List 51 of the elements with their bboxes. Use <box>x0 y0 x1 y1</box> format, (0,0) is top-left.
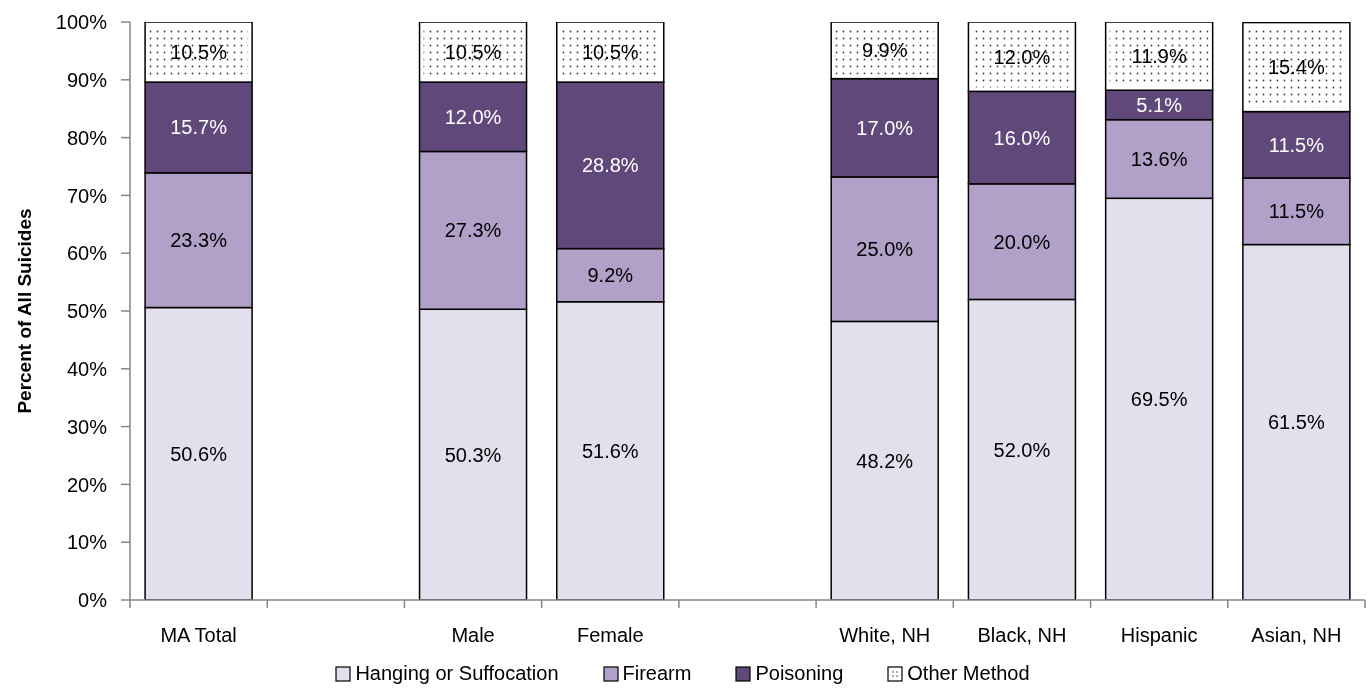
data-label: 17.0% <box>856 116 914 139</box>
data-label: 69.5% <box>1130 388 1188 411</box>
data-label: 15.7% <box>170 116 228 139</box>
data-label: 50.3% <box>444 443 502 466</box>
y-tick-label: 40% <box>66 357 108 380</box>
x-tick-label: White, NH <box>839 624 931 646</box>
legend-label: Firearm <box>622 662 692 685</box>
y-tick-label: 100% <box>55 11 108 34</box>
data-label: 12.0% <box>444 105 502 128</box>
y-tick-label: 70% <box>66 184 108 207</box>
data-label: 10.5% <box>170 41 228 64</box>
x-tick-label: Male <box>451 624 495 646</box>
data-label: 10.5% <box>581 41 639 64</box>
x-tick-label: Asian, NH <box>1251 624 1342 646</box>
x-tick-label: Black, NH <box>977 624 1067 646</box>
data-label: 61.5% <box>1268 411 1325 434</box>
data-label: 11.5% <box>1268 200 1325 223</box>
y-tick-label: 60% <box>66 242 108 265</box>
data-label: 51.6% <box>581 439 639 462</box>
x-tick-label: MA Total <box>160 624 237 646</box>
legend-label: Poisoning <box>755 662 844 685</box>
data-label: 11.5% <box>1268 133 1325 156</box>
data-label: 50.6% <box>170 442 228 465</box>
y-tick-label: 0% <box>78 589 108 612</box>
data-label: 10.5% <box>444 41 502 64</box>
legend-label: Other Method <box>907 662 1030 685</box>
y-tick-label: 10% <box>66 531 108 554</box>
y-axis-title: Percent of All Suicides <box>13 208 35 414</box>
data-label: 12.0% <box>993 45 1051 68</box>
data-label: 11.9% <box>1131 45 1187 68</box>
data-label: 9.2% <box>587 264 634 287</box>
data-label: 13.6% <box>1130 147 1188 170</box>
data-label: 28.8% <box>581 154 639 177</box>
y-tick-label: 80% <box>66 126 108 149</box>
legend-label: Hanging or Suffocation <box>355 662 559 685</box>
x-tick-label: Female <box>576 624 644 646</box>
data-label: 9.9% <box>861 39 908 62</box>
data-label: 52.0% <box>993 438 1051 461</box>
data-label: 23.3% <box>170 229 228 252</box>
data-label: 15.4% <box>1268 56 1325 79</box>
y-tick-label: 20% <box>66 473 108 496</box>
y-tick-label: 30% <box>66 415 108 438</box>
data-label: 20.0% <box>993 230 1051 253</box>
data-label: 5.1% <box>1136 93 1183 116</box>
data-label: 27.3% <box>444 219 502 242</box>
data-label: 16.0% <box>993 126 1051 149</box>
data-label: 48.2% <box>856 449 914 472</box>
x-tick-label: Hispanic <box>1120 624 1198 646</box>
data-label: 25.0% <box>856 238 914 261</box>
y-tick-label: 90% <box>66 68 108 91</box>
y-tick-label: 50% <box>66 300 108 323</box>
